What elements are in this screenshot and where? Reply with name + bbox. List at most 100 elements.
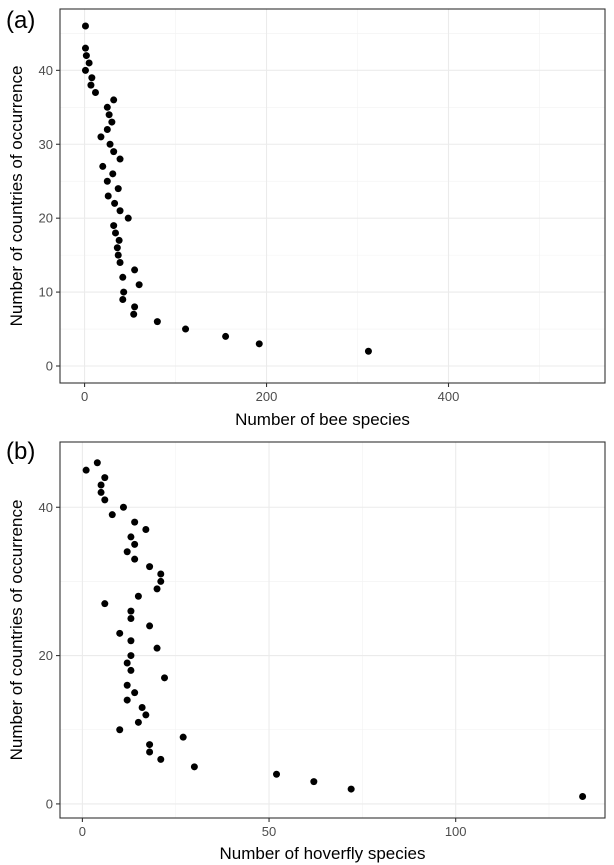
data-point	[123, 681, 131, 689]
data-point	[82, 52, 90, 60]
data-point	[109, 170, 117, 178]
data-point	[116, 726, 124, 734]
data-point	[81, 22, 89, 30]
data-point	[153, 318, 161, 326]
y-tick-label: 30	[39, 137, 53, 152]
data-point	[131, 266, 139, 274]
data-point	[127, 666, 135, 674]
data-point	[135, 281, 143, 289]
data-point	[130, 310, 138, 318]
data-point	[347, 785, 355, 793]
data-point	[116, 155, 124, 163]
data-point	[131, 540, 139, 548]
data-point	[101, 496, 109, 504]
data-point	[110, 96, 118, 104]
x-tick-label: 100	[445, 824, 467, 839]
data-point	[123, 548, 131, 556]
data-point	[310, 778, 318, 786]
data-point	[123, 696, 131, 704]
plot-frame	[59, 8, 606, 384]
data-point	[103, 125, 111, 133]
data-point	[93, 459, 101, 467]
data-point	[146, 563, 154, 571]
data-point	[579, 792, 587, 800]
data-point	[108, 118, 116, 126]
data-point	[142, 711, 150, 719]
data-point	[114, 251, 122, 259]
data-point	[131, 689, 139, 697]
gridlines	[60, 442, 605, 818]
data-point	[153, 644, 161, 652]
data-point	[222, 332, 230, 340]
data-point	[127, 637, 135, 645]
data-point	[91, 89, 99, 97]
data-point	[112, 229, 120, 237]
plot-frame	[59, 441, 606, 819]
x-axis-title: Number of hoverfly species	[220, 844, 426, 863]
data-point	[106, 140, 114, 148]
data-point	[127, 615, 135, 623]
panel-a: 0 200 400 0 10 20 30 40 Number of bee species Num…	[6, 7, 606, 429]
data-point	[97, 133, 105, 141]
data-points	[81, 22, 372, 355]
y-axis-title: Number of countries of occurrence	[7, 500, 26, 761]
data-point	[119, 273, 127, 281]
data-point	[190, 763, 198, 771]
data-point	[273, 770, 281, 778]
data-point	[97, 481, 105, 489]
data-point	[124, 214, 132, 222]
data-point	[105, 111, 113, 119]
data-point	[255, 340, 263, 348]
panel-label: (a)	[6, 7, 35, 34]
data-point	[153, 585, 161, 593]
y-axis-title: Number of countries of occurrence	[7, 66, 26, 327]
data-point	[87, 81, 95, 89]
data-point	[108, 511, 116, 519]
y-tick-label: 40	[39, 500, 53, 515]
x-tick-label: 0	[79, 824, 86, 839]
data-point	[97, 488, 105, 496]
data-point	[101, 474, 109, 482]
y-tick-label: 20	[39, 648, 53, 663]
data-point	[146, 741, 154, 749]
x-tick-label: 0	[81, 389, 88, 404]
data-point	[113, 244, 121, 252]
data-point	[81, 66, 89, 74]
data-point	[82, 466, 90, 474]
data-point	[120, 288, 128, 296]
data-point	[134, 718, 142, 726]
data-point	[127, 533, 135, 541]
x-axis-title: Number of bee species	[235, 410, 410, 429]
data-point	[116, 629, 124, 637]
data-point	[157, 755, 165, 763]
data-point	[146, 748, 154, 756]
gridlines	[60, 9, 605, 383]
y-tick-label: 20	[39, 211, 53, 226]
data-point	[146, 622, 154, 630]
panel-b: 0 50 100 0 20 40 Number of hoverfly species Num…	[6, 438, 606, 863]
data-point	[131, 518, 139, 526]
data-point	[127, 652, 135, 660]
x-tick-label: 200	[256, 389, 278, 404]
data-point	[161, 674, 169, 682]
data-point	[142, 526, 150, 534]
data-point	[103, 177, 111, 185]
data-point	[119, 295, 127, 303]
data-point	[111, 199, 119, 207]
data-point	[157, 570, 165, 578]
y-tick-label: 0	[46, 359, 53, 374]
data-point	[138, 703, 146, 711]
data-point	[116, 207, 124, 215]
data-point	[116, 259, 124, 267]
x-tick-label: 50	[262, 824, 276, 839]
data-point	[81, 44, 89, 52]
data-point	[364, 347, 372, 355]
data-points	[82, 459, 587, 800]
data-point	[110, 222, 118, 230]
data-point	[114, 185, 122, 193]
y-tick-label: 0	[46, 796, 53, 811]
data-point	[179, 733, 187, 741]
data-point	[104, 192, 112, 200]
data-point	[134, 592, 142, 600]
